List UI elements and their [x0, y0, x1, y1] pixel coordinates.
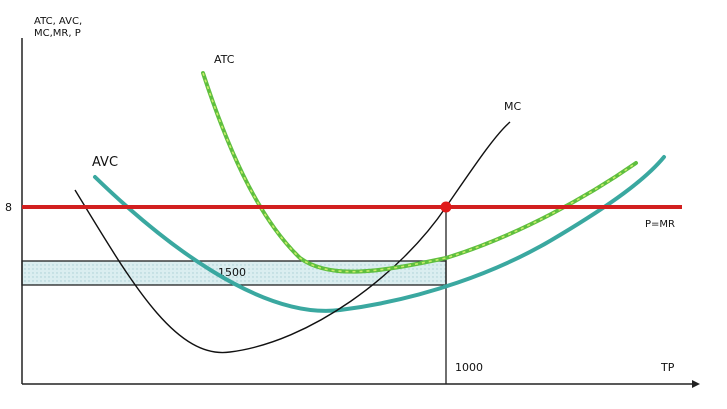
shaded-area-label: 1500	[218, 266, 246, 279]
equilibrium-point	[440, 201, 452, 213]
series-label-mc: MC	[504, 100, 521, 113]
y-tick-label: 8	[5, 201, 12, 214]
series-mc-line	[74, 121, 511, 354]
x-tick-label: 1000	[455, 361, 483, 374]
series-avc-line	[93, 155, 666, 313]
x-axis-arrow	[692, 380, 700, 388]
series-label-atc: ATC	[214, 53, 235, 66]
series-atc-line	[201, 71, 638, 274]
y-axis-label-line1: ATC, AVC,	[34, 16, 82, 27]
x-axis-label: TP	[660, 361, 675, 374]
y-axis-label-line2: MC,MR, P	[34, 28, 81, 39]
series-label-p-mr: P=MR	[645, 219, 675, 230]
series-label-avc: AVC	[92, 155, 118, 170]
